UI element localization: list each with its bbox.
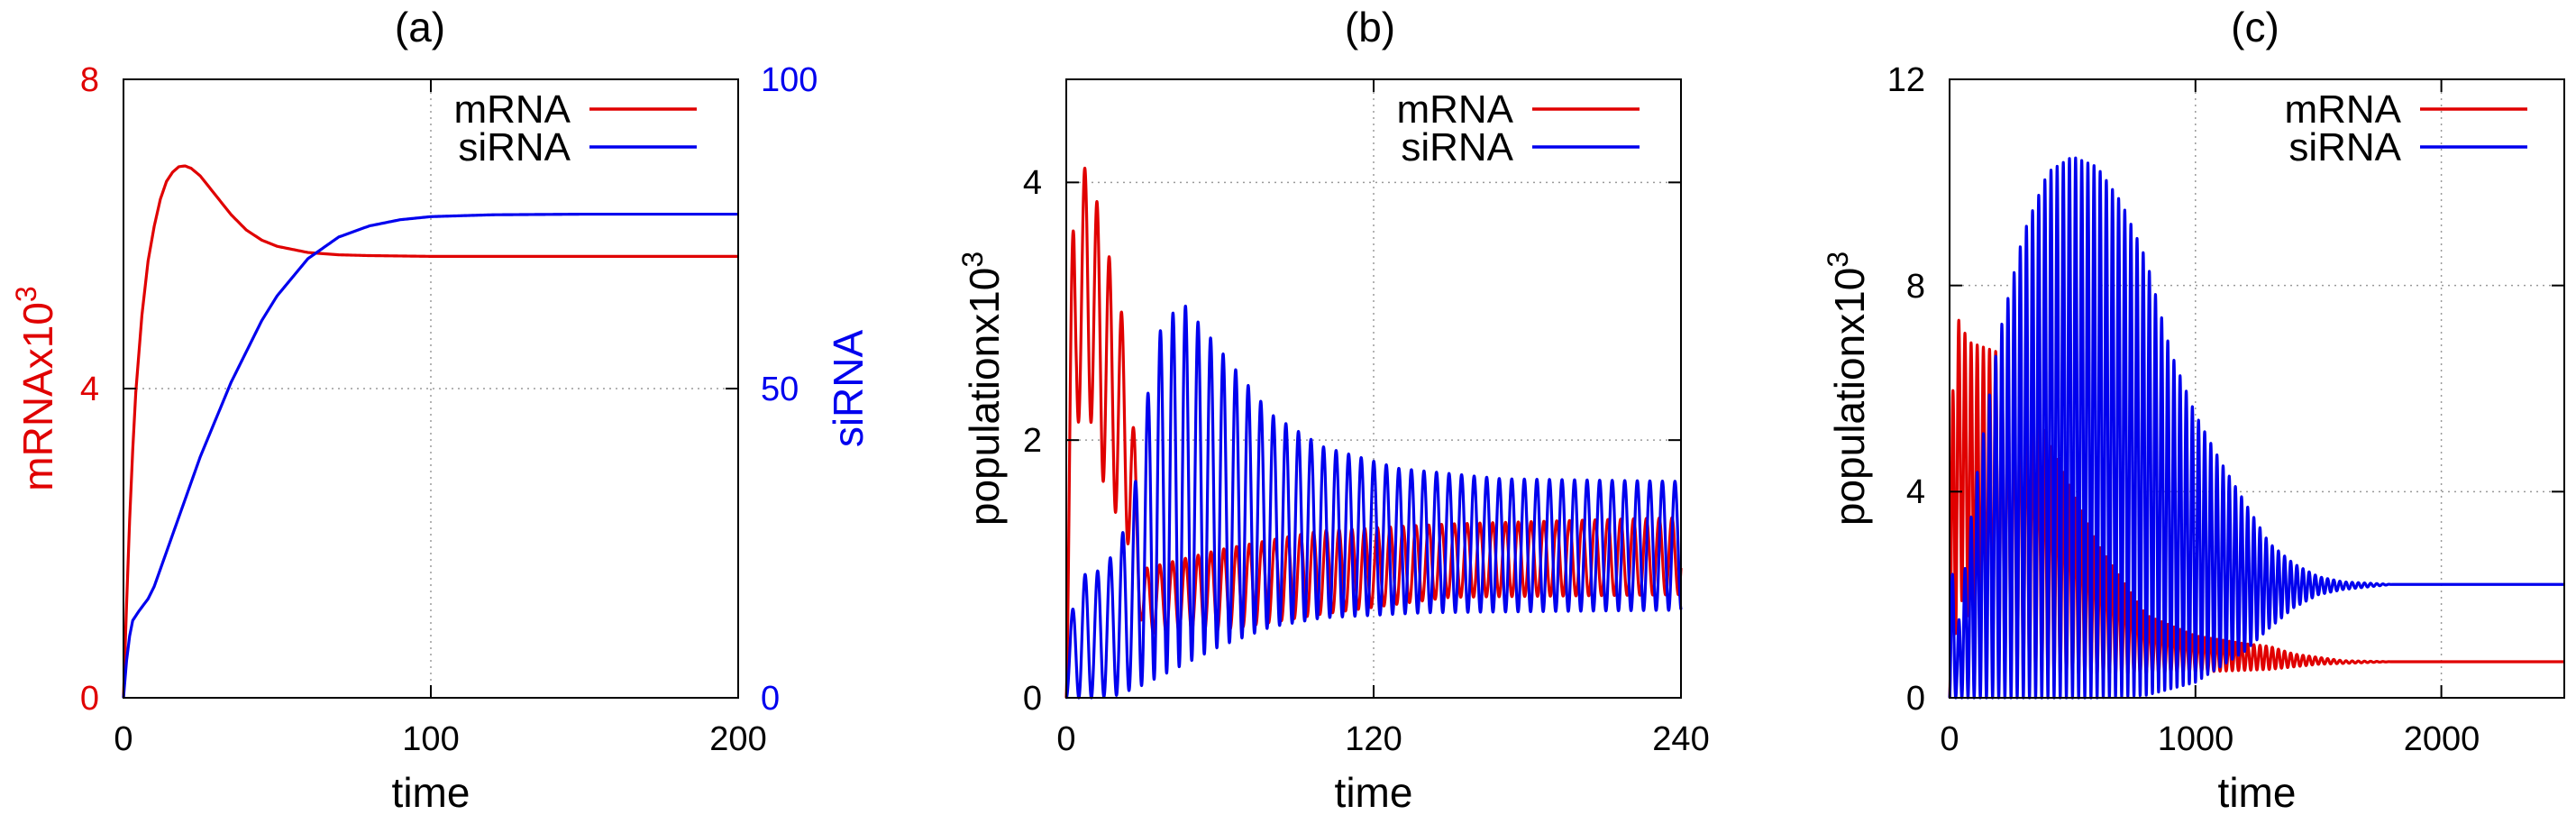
y-tick-label: 4 [80, 371, 99, 408]
legend-label: mRNA [1396, 87, 1513, 132]
x-tick-label: 120 [1345, 720, 1402, 758]
x-tick-label: 0 [1940, 720, 1959, 758]
plot-frame [1949, 78, 2565, 699]
y-axis-title: populationx103 [1822, 252, 1873, 526]
legend-label: siRNA [1401, 125, 1513, 169]
panel-a: (a) 0 100 200 0 4 8 0 50 100 time mRNAx1… [10, 4, 872, 815]
y-right-axis-title: siRNA [825, 330, 872, 448]
x-tick-label: 240 [1652, 720, 1709, 758]
x-tick-label: 1000 [2158, 720, 2234, 758]
y-tick-label: 0 [1023, 680, 1042, 718]
plot-lines [1948, 156, 2566, 700]
grid [123, 79, 738, 698]
panel-title: (a) [395, 4, 445, 50]
y-right-tick-label: 0 [761, 680, 780, 718]
y-tick-label: 2 [1023, 422, 1042, 460]
panel-c: (c) 0 1000 2000 0 4 8 12 time population… [1822, 4, 2566, 815]
series-line-sirna [1064, 304, 1683, 700]
y-right-tick-label: 100 [761, 61, 818, 99]
y-tick-label: 0 [80, 680, 99, 718]
axis-ticks [1949, 78, 2564, 699]
y-right-tick-label: 50 [761, 371, 799, 408]
legend-label: mRNA [453, 87, 571, 132]
legend-label: mRNA [2284, 87, 2401, 132]
series-line-sirna [1948, 156, 2566, 700]
y-axis-title-superscript: 3 [10, 286, 42, 302]
plot-lines [1064, 166, 1683, 700]
y-axis-title-text: populationx10 [1826, 268, 1873, 526]
series-line-mrna [122, 164, 738, 699]
y-axis-title-superscript: 3 [956, 252, 989, 268]
x-axis-title: time [1335, 769, 1413, 815]
legend: mRNA siRNA [2284, 87, 2527, 169]
panel-title: (b) [1345, 4, 1395, 50]
x-tick-label: 100 [402, 720, 459, 758]
x-tick-label: 2000 [2404, 720, 2480, 758]
y-tick-label: 0 [1906, 680, 1925, 718]
x-tick-label: 200 [709, 720, 766, 758]
y-axis-title: mRNAx103 [10, 286, 61, 490]
panel-b: (b) 0 120 240 0 2 4 time populationx103 … [956, 4, 1710, 815]
legend: mRNA siRNA [453, 87, 697, 169]
y-axis-title: populationx103 [956, 252, 1008, 526]
grid [1066, 79, 1681, 698]
y-tick-label: 12 [1887, 61, 1925, 99]
plot-lines [122, 164, 738, 699]
x-tick-label: 0 [114, 720, 132, 758]
legend: mRNA siRNA [1396, 87, 1640, 169]
y-tick-label: 8 [80, 61, 99, 99]
panel-title: (c) [2231, 4, 2279, 50]
axis-ticks [1065, 79, 1682, 699]
y-tick-label: 8 [1906, 268, 1925, 306]
x-axis-title: time [392, 769, 470, 815]
legend-label: siRNA [2288, 125, 2401, 169]
series-line-sirna [122, 212, 738, 699]
y-axis-title-text: mRNAx10 [14, 302, 61, 491]
legend-label: siRNA [458, 125, 571, 169]
x-tick-label: 0 [1056, 720, 1075, 758]
y-axis-title-text: populationx10 [961, 268, 1008, 526]
y-tick-label: 4 [1023, 164, 1042, 202]
y-axis-title-superscript: 3 [1822, 252, 1854, 268]
y-tick-label: 4 [1906, 473, 1925, 511]
x-axis-title: time [2218, 769, 2297, 815]
axis-ticks [123, 78, 739, 699]
